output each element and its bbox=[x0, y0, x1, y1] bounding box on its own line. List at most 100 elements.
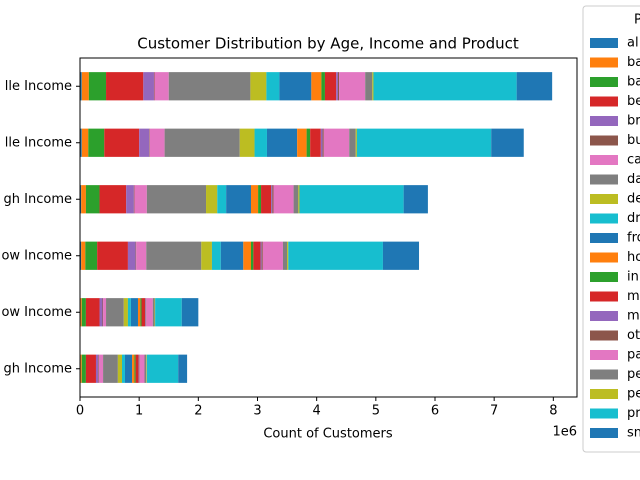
bar-segment bbox=[152, 298, 155, 327]
bar-segment bbox=[287, 241, 289, 270]
bar-segment bbox=[260, 241, 262, 270]
legend-label: ba bbox=[627, 55, 640, 70]
legend-label: pe bbox=[627, 367, 640, 382]
bar-segment bbox=[146, 354, 179, 383]
bar-segment bbox=[143, 72, 154, 101]
bar-segment bbox=[491, 128, 524, 157]
bar-segment bbox=[138, 354, 140, 383]
bar-segment bbox=[145, 298, 147, 327]
bar-segment bbox=[149, 128, 150, 157]
legend-label: br bbox=[627, 114, 640, 129]
legend-swatch bbox=[590, 213, 618, 224]
bar-segment bbox=[239, 128, 255, 157]
legend-swatch bbox=[590, 291, 618, 302]
bar-segment bbox=[139, 354, 140, 383]
bar-segment bbox=[211, 241, 221, 270]
bar-segment bbox=[254, 128, 267, 157]
bar-segment bbox=[126, 185, 134, 214]
bar-segment bbox=[298, 185, 300, 214]
bar-segment bbox=[250, 241, 254, 270]
legend-label: ca bbox=[627, 153, 640, 168]
bar-segment bbox=[122, 354, 125, 383]
x-tick-label: 0 bbox=[76, 404, 84, 419]
bar-segment bbox=[85, 185, 100, 214]
legend-label: sn bbox=[627, 426, 640, 441]
bar-segment bbox=[288, 241, 383, 270]
bar-segment bbox=[282, 241, 288, 270]
legend-swatch bbox=[590, 194, 618, 204]
legend-label: pe bbox=[627, 387, 640, 402]
bar-segment bbox=[106, 298, 124, 327]
bar-segment bbox=[178, 354, 188, 383]
bar-segment bbox=[154, 298, 156, 327]
bar-segment bbox=[181, 298, 199, 327]
bar-segment bbox=[144, 354, 147, 383]
bar-segment bbox=[80, 241, 82, 270]
bar-segment bbox=[88, 128, 105, 157]
bar-segment bbox=[306, 128, 311, 157]
legend-swatch bbox=[590, 330, 618, 341]
legend-label: pr bbox=[627, 406, 640, 421]
legend-label: be bbox=[627, 94, 640, 109]
bar-segment bbox=[261, 185, 272, 214]
bar-segment bbox=[168, 72, 251, 101]
bar-segment bbox=[272, 185, 274, 214]
legend-box bbox=[582, 5, 640, 453]
bar-segment bbox=[146, 298, 153, 327]
bar-segment bbox=[141, 298, 146, 327]
bar-segment bbox=[137, 298, 141, 327]
bar-segment bbox=[356, 128, 492, 157]
bar-segment bbox=[127, 241, 136, 270]
plot-frame bbox=[79, 57, 578, 398]
legend-swatch bbox=[590, 428, 618, 438]
bar-segment bbox=[135, 354, 139, 383]
legend-swatch bbox=[590, 369, 618, 380]
bar-segment bbox=[339, 72, 366, 101]
legend-swatch bbox=[590, 135, 618, 146]
y-tick-label: gh Income bbox=[4, 361, 72, 376]
x-tick-label: 6 bbox=[431, 404, 439, 419]
bar-segment bbox=[106, 72, 144, 101]
legend-title: P bbox=[634, 13, 640, 28]
bar-segment bbox=[355, 128, 357, 157]
bar-segment bbox=[271, 185, 273, 214]
bar-segment bbox=[297, 128, 307, 157]
chart-title: Customer Distribution by Age, Income and… bbox=[137, 35, 519, 53]
legend-swatch bbox=[590, 174, 618, 185]
legend-swatch bbox=[590, 38, 618, 48]
bar-segment bbox=[81, 185, 86, 214]
legend-swatch bbox=[590, 57, 618, 68]
bar-segment bbox=[164, 128, 240, 157]
legend-swatch bbox=[590, 272, 618, 282]
legend-label: m bbox=[627, 289, 640, 304]
bar-segment bbox=[80, 354, 82, 383]
legend-swatch bbox=[590, 96, 618, 107]
legend-swatch bbox=[590, 350, 618, 360]
bar-segment bbox=[103, 354, 118, 383]
bar-segment bbox=[130, 298, 138, 327]
legend-label: al bbox=[627, 36, 639, 51]
bar-segment bbox=[217, 185, 227, 214]
bar-segment bbox=[97, 241, 128, 270]
legend-swatch bbox=[590, 155, 618, 165]
bar-segment bbox=[365, 72, 373, 101]
bar-segment bbox=[81, 354, 86, 383]
legend-label: ot bbox=[627, 328, 640, 343]
x-tick-label: 2 bbox=[194, 404, 202, 419]
bar-segment bbox=[310, 128, 321, 157]
bar-segment bbox=[226, 185, 251, 214]
y-tick-label: ow Income bbox=[1, 305, 72, 320]
bar-segment bbox=[95, 354, 99, 383]
legend-swatch bbox=[590, 233, 618, 243]
bar-segment bbox=[134, 354, 136, 383]
bar-segment bbox=[403, 185, 428, 214]
bar-segment bbox=[99, 185, 127, 214]
x-tick-label: 5 bbox=[372, 404, 380, 419]
legend-swatch bbox=[590, 77, 618, 87]
bar-segment bbox=[139, 128, 150, 157]
bar-segment bbox=[154, 72, 169, 101]
bar-segment bbox=[320, 128, 323, 157]
bar-segment bbox=[273, 185, 294, 214]
bar-segment bbox=[201, 241, 212, 270]
bar-segment bbox=[133, 185, 135, 214]
